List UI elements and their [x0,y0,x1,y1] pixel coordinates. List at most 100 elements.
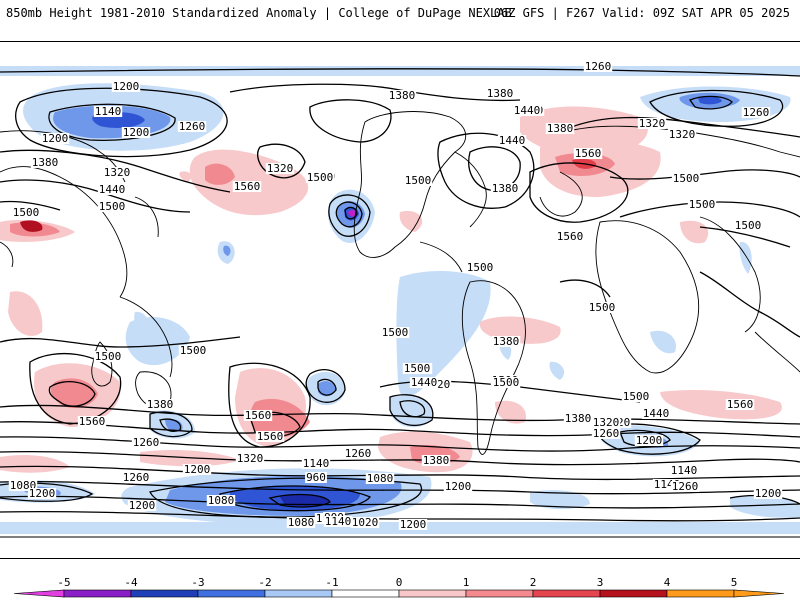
contour-label: 1560 [245,409,272,422]
legend-tick-label: 3 [596,576,604,589]
contour-label-background [30,157,60,168]
contour-label-background [145,399,175,410]
contour-label: 1500 [13,206,40,219]
contour-label-background [398,519,428,530]
contour-label-background [670,481,700,492]
contour-label-background [111,81,141,92]
legend-min-arrow [14,589,65,598]
anomaly-legend: -5 -4 -3 -2 -1 0 1 2 3 4 5 [14,576,784,600]
legend-swatch [63,589,132,598]
contour-label-background [323,516,353,527]
contour-label-background [725,399,755,410]
contour-label: 1500 [689,198,716,211]
contour-label-layer: 1260 1200 1140 1200 1260 1320 1380 1440 1500 1500… [8,60,783,531]
contour-label-background [97,184,127,195]
contour-label: 1560 [575,147,602,160]
map-title: 850mb Height 1981-2010 Standardized Anom… [6,6,512,20]
contour-label-background [652,479,682,490]
contour-label: 1260 [133,436,160,449]
contour-label: 1500 [467,261,494,274]
contour-label: 1080 [208,494,235,507]
contour-label-background [591,428,621,439]
contour-label-background [512,105,542,116]
contour-label-background [545,123,575,134]
contour-label: 1560 [257,430,284,443]
contour-label-background [583,61,613,72]
contour-label: 1440 [499,134,526,147]
contour-label: 1140 [671,464,698,477]
contour-label: 1380 [492,182,519,195]
contour-label-background [753,488,783,499]
contour-label-background [587,302,617,313]
legend-tick-label: -3 [191,576,205,589]
contour-label-background [497,135,527,146]
contour-label-background [232,181,262,192]
map-canvas: 1260 1200 1140 1200 1260 1320 1380 1440 1500 1500… [0,60,800,538]
contour-label: 1200 [113,80,140,93]
contour-label: 1380 [493,335,520,348]
contour-label-background [305,472,327,483]
contour-label-background [687,199,717,210]
contour-label: 1560 [727,398,754,411]
legend-max-arrow [733,589,784,598]
contour-label: 1320 [639,117,666,130]
contour-label: 1020 [352,516,379,529]
contour-label: 1500 [493,376,520,389]
contour-label-background [8,480,38,491]
contour-label-background [380,327,410,338]
contour-label: 1200 [123,126,150,139]
contour-label-background [286,517,316,528]
contour-label-background [669,465,699,476]
contour-label-background [671,173,701,184]
contour-label-background [421,455,451,466]
legend-tick-label: -1 [325,576,339,589]
contour-label: 1260 [179,120,206,133]
contour-label: 1260 [743,106,770,119]
legend-swatch [130,589,199,598]
contour-label-background [131,437,161,448]
contour-label: 1200 [29,487,56,500]
contour-label-background [634,435,664,446]
legend-tick-label: 2 [529,576,537,589]
contour-label: 1500 [673,172,700,185]
contour-label-background [127,500,157,511]
contour-label: 1320 [104,166,131,179]
contour-label-background [27,488,57,499]
contour-label: 1200 [636,434,663,447]
legend-tick-label: -5 [57,576,71,589]
contour-label: 1380 [423,454,450,467]
contour-label: 1140 [303,457,330,470]
contour-label-background [741,107,771,118]
contour-label: 1500 [382,326,409,339]
contour-label-background [235,453,265,464]
contour-label: 1080 [367,472,394,485]
contour-label-background [490,183,520,194]
anomaly-map: 1260 1200 1140 1200 1260 1320 1380 1440 1500 1500… [0,41,800,559]
legend-tick-label: 1 [462,576,470,589]
contour-label: 1560 [79,415,106,428]
contour-label: 1320 [669,128,696,141]
contour-label: 1320 [593,416,620,429]
contour-label: 1440 [514,104,541,117]
legend-swatch [264,589,333,598]
contour-label-background [97,201,127,212]
contour-label-background [409,377,439,388]
contour-label-background [102,167,132,178]
contour-label: 1560 [234,180,261,193]
contour-label: 1080 [288,516,315,529]
contour-label: 1380 [389,89,416,102]
legend-swatch [599,589,668,598]
contour-label-background [555,231,585,242]
contour-label-background [402,363,432,374]
contour-label-background [443,481,473,492]
contour-label: 1200 [755,487,782,500]
contour-label-background [465,262,495,273]
contour-label: 1500 [735,219,762,232]
contour-label-background [573,148,603,159]
contour-label-background [563,413,593,424]
contour-label-background [265,163,295,174]
contour-label: 1500 [405,174,432,187]
legend-swatch [197,589,266,598]
contour-label: 1200 [42,132,69,145]
contour-label-background [641,408,671,419]
